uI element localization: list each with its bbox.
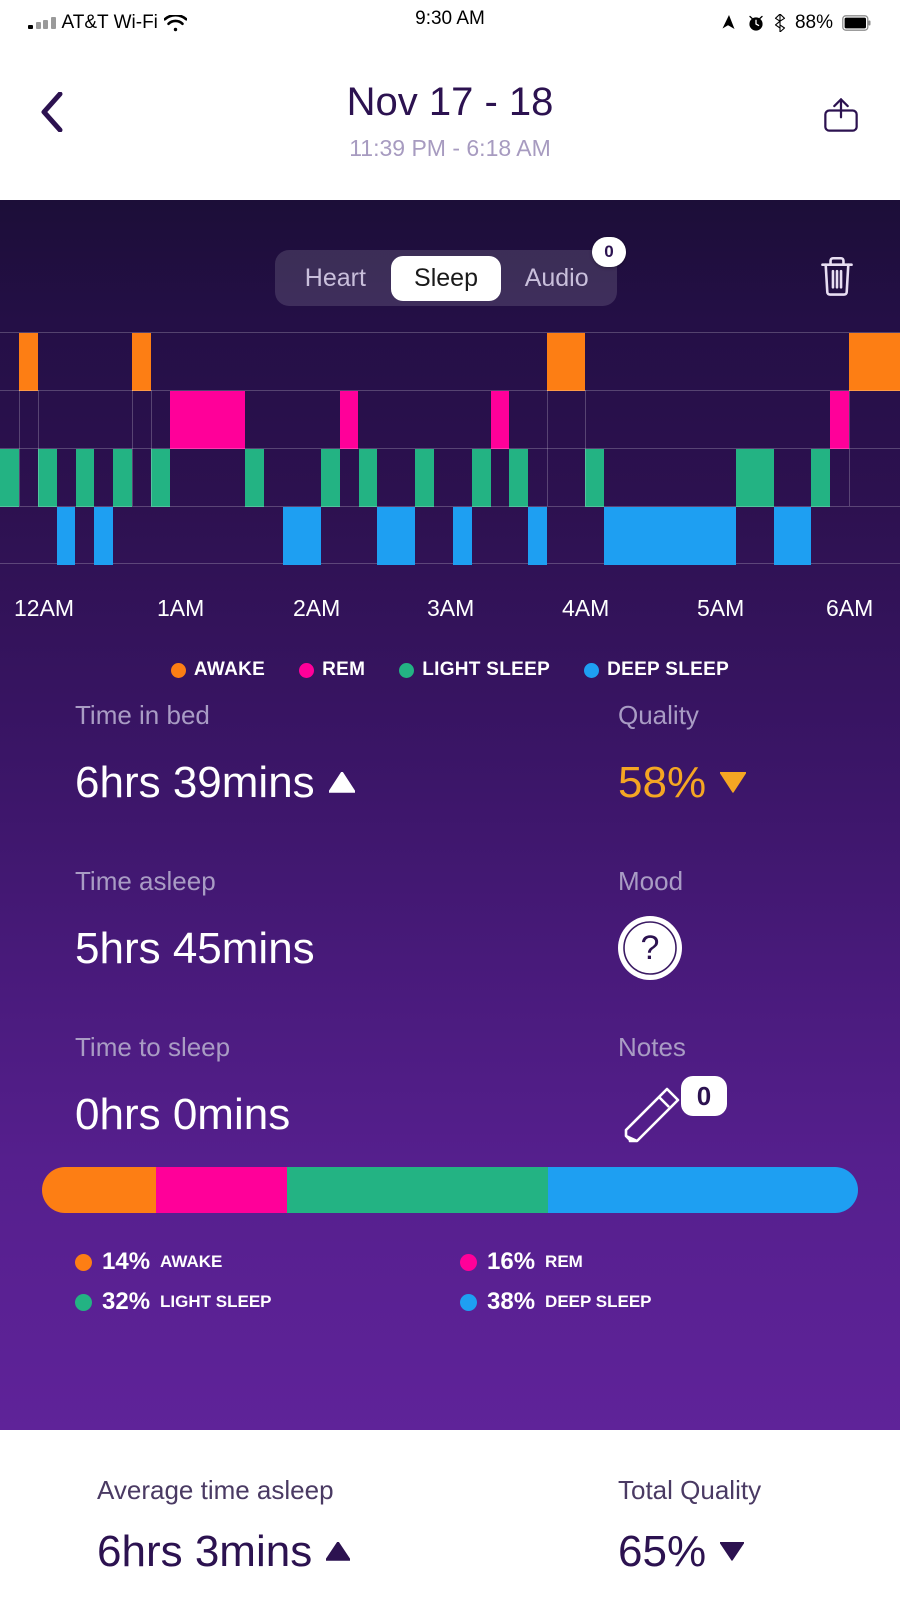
svg-text:0: 0 [697,1081,711,1111]
svg-text:?: ? [641,929,660,967]
